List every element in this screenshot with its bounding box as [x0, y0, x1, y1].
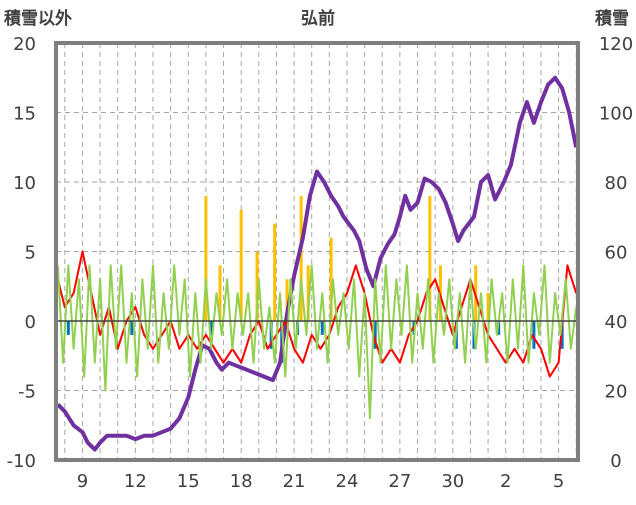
x-tick-label: 30	[441, 471, 464, 492]
x-tick-label: 12	[124, 471, 147, 492]
bar-mark	[299, 195, 303, 321]
axis-layer: 20 15 10 5 0 -5 -10 120 100 80 60 40 20 0 9 12 15 18 21 24 2…	[7, 34, 634, 492]
left-tick-label: 5	[25, 243, 36, 264]
x-tick-label: 15	[177, 471, 200, 492]
right-tick-label: 20	[605, 382, 628, 403]
bar-mark	[428, 195, 432, 321]
bar-mark	[130, 321, 134, 335]
bar-mark	[560, 321, 564, 349]
plot-frame	[54, 41, 580, 462]
left-tick-label: 10	[13, 173, 36, 194]
x-tick-label: 21	[283, 471, 306, 492]
left-axis-label: 積雪以外	[4, 8, 72, 29]
bar-mark	[273, 223, 277, 321]
bar-mark	[239, 209, 243, 321]
right-axis-label: 積雪	[595, 8, 629, 29]
right-tick-label: 100	[599, 104, 633, 125]
bar-mark	[532, 321, 536, 349]
right-tick-label: 80	[605, 173, 628, 194]
right-tick-label: 60	[605, 243, 628, 264]
x-tick-label: 2	[500, 471, 511, 492]
x-tick-label: 5	[553, 471, 564, 492]
series-layer	[56, 75, 579, 452]
left-tick-label: 0	[25, 312, 36, 333]
right-tick-label: 0	[610, 451, 621, 472]
right-tick-label: 40	[605, 312, 628, 333]
left-tick-label: -5	[18, 382, 36, 403]
x-tick-label: 18	[230, 471, 253, 492]
bar-mark	[255, 251, 259, 321]
bar-mark	[285, 279, 289, 321]
bar-mark	[204, 195, 208, 321]
series-line-green	[56, 264, 578, 420]
bar-mark	[373, 321, 377, 349]
bar-mark	[320, 321, 324, 335]
bar-mark	[329, 237, 333, 321]
left-tick-label: 15	[13, 104, 36, 125]
bar-mark	[486, 293, 490, 321]
x-tick-label: 9	[77, 471, 88, 492]
chart-title: 弘前	[301, 8, 335, 29]
x-tick-label: 24	[336, 471, 359, 492]
bar-mark	[209, 321, 213, 335]
series-line-snow-depth	[56, 75, 579, 452]
bar-mark	[306, 265, 310, 321]
left-tick-label: 20	[13, 34, 36, 55]
x-tick-label: 27	[388, 471, 411, 492]
right-tick-label: 120	[599, 34, 633, 55]
left-tick-label: -10	[7, 451, 36, 472]
bar-mark	[66, 321, 70, 335]
bar-mark	[218, 265, 222, 321]
